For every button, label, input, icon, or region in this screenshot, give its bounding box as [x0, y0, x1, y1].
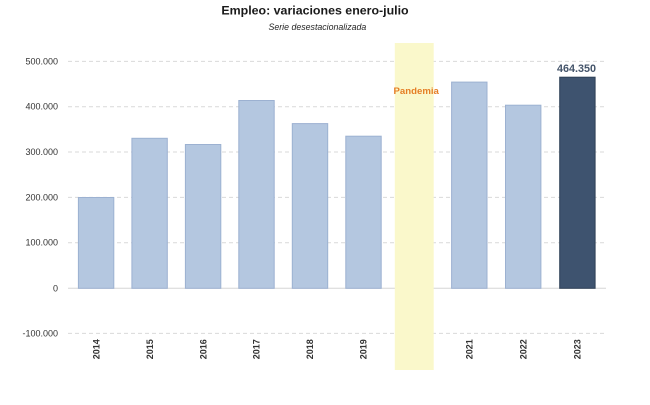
svg-text:-100.000: -100.000	[22, 328, 58, 338]
svg-text:100.000: 100.000	[25, 238, 58, 248]
svg-text:2016: 2016	[198, 339, 208, 359]
svg-text:2022: 2022	[518, 339, 528, 359]
svg-text:300.000: 300.000	[25, 147, 58, 157]
svg-text:2017: 2017	[252, 339, 262, 359]
svg-text:464.350: 464.350	[557, 63, 596, 75]
svg-text:Empleo: variaciones enero-juli: Empleo: variaciones enero-julio	[221, 3, 409, 17]
svg-text:2019: 2019	[359, 339, 369, 359]
svg-text:400.000: 400.000	[25, 102, 58, 112]
svg-text:2023: 2023	[573, 339, 583, 359]
svg-text:2018: 2018	[305, 339, 315, 359]
svg-text:Serie desestacionalizada: Serie desestacionalizada	[268, 22, 366, 32]
svg-text:2021: 2021	[465, 339, 475, 359]
svg-text:0: 0	[53, 283, 58, 293]
svg-text:200.000: 200.000	[25, 192, 58, 202]
svg-text:500.000: 500.000	[25, 56, 58, 66]
svg-text:2014: 2014	[91, 339, 101, 359]
svg-text:Pandemia: Pandemia	[394, 86, 440, 97]
svg-text:2015: 2015	[145, 339, 155, 359]
